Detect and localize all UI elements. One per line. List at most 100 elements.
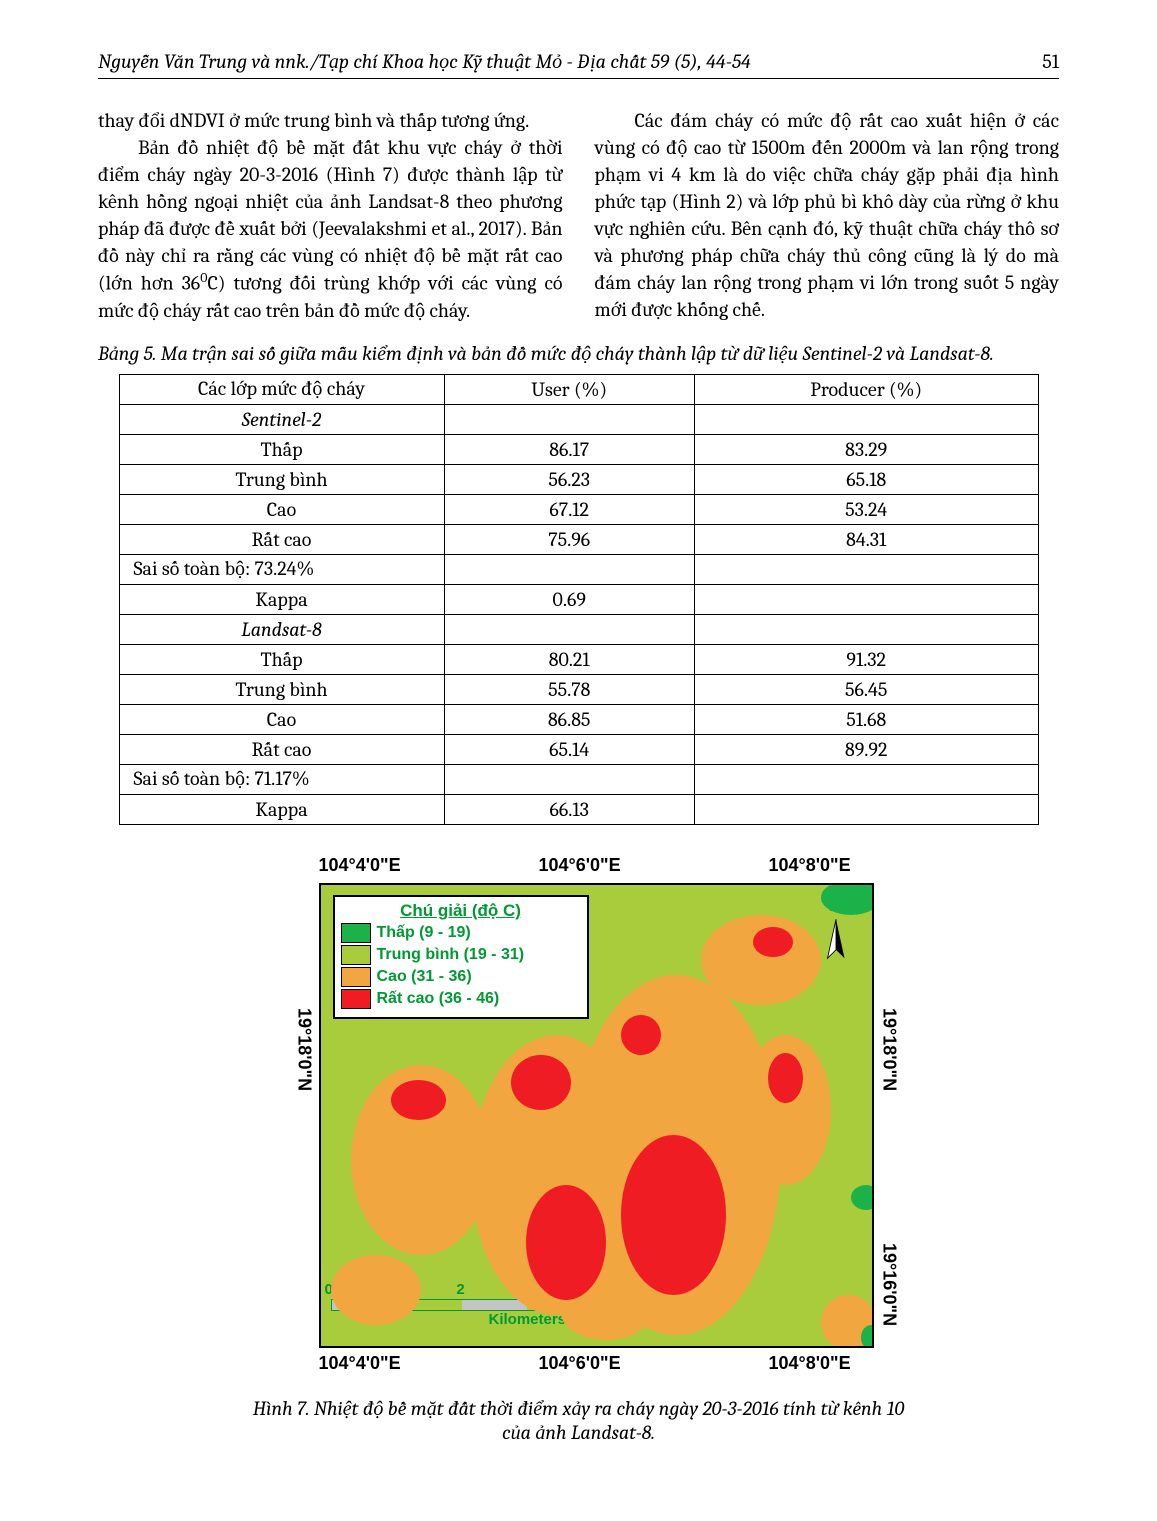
axis-top-0: 104°4'0"E bbox=[319, 855, 401, 876]
legend-row: Trung bình (19 - 31) bbox=[341, 945, 581, 965]
axis-bot-0: 104°4'0"E bbox=[319, 1353, 401, 1374]
table-row: Thấp80.2191.32 bbox=[119, 644, 1038, 674]
table-cell bbox=[694, 764, 1038, 794]
axis-top-1: 104°6'0"E bbox=[539, 855, 621, 876]
table-row: Cao67.1253.24 bbox=[119, 494, 1038, 524]
axis-left-top: 19°18'0"N bbox=[294, 1008, 315, 1091]
table-cell: Thấp bbox=[119, 434, 444, 464]
table-cell: 65.14 bbox=[444, 734, 694, 764]
table-cell: Rất cao bbox=[119, 524, 444, 554]
table-cell: 51.68 bbox=[694, 704, 1038, 734]
right-p1: Các đám cháy có mức độ rất cao xuất hiện… bbox=[595, 107, 1060, 323]
map-region bbox=[621, 1135, 726, 1295]
table-cell: 56.23 bbox=[444, 464, 694, 494]
table-cell bbox=[694, 614, 1038, 644]
left-column: thay đổi dNDVI ở mức trung bình và thấp … bbox=[98, 107, 563, 324]
legend-swatch bbox=[341, 967, 371, 987]
legend-swatch bbox=[341, 945, 371, 965]
axis-right-top: 19°18'0"N bbox=[879, 1008, 900, 1091]
north-arrow-icon bbox=[819, 916, 853, 970]
table-cell: Sentinel-2 bbox=[119, 404, 444, 434]
legend-label: Cao (31 - 36) bbox=[377, 968, 472, 986]
table-cell: Sai số toàn bộ: 73.24% bbox=[119, 554, 444, 584]
map-region bbox=[768, 1053, 803, 1103]
table-cell: Landsat-8 bbox=[119, 614, 444, 644]
legend-title: Chú giải (độ C) bbox=[341, 901, 581, 921]
legend-label: Trung bình (19 - 31) bbox=[377, 946, 525, 964]
running-title: Nguyễn Văn Trung và nnk./Tạp chí Khoa họ… bbox=[98, 50, 751, 74]
scalebar-number: 2 bbox=[456, 1281, 464, 1298]
table-row: Rất cao75.9684.31 bbox=[119, 524, 1038, 554]
axis-right-bot: 19°16'0"N bbox=[879, 1243, 900, 1326]
axis-bot-2: 104°8'0"E bbox=[769, 1353, 851, 1374]
table5-header-0: Các lớp mức độ cháy bbox=[119, 374, 444, 404]
table-cell: Kappa bbox=[119, 794, 444, 824]
table-cell: 83.29 bbox=[694, 434, 1038, 464]
table-row: Trung bình55.7856.45 bbox=[119, 674, 1038, 704]
table-cell: 67.12 bbox=[444, 494, 694, 524]
left-p1: thay đổi dNDVI ở mức trung bình và thấp … bbox=[98, 107, 563, 134]
table-cell: 86.17 bbox=[444, 434, 694, 464]
axis-bot-1: 104°6'0"E bbox=[539, 1353, 621, 1374]
figure7-caption: Hình 7. Nhiệt độ bề mặt đất thời điểm xả… bbox=[249, 1397, 909, 1445]
table-cell: Cao bbox=[119, 704, 444, 734]
table-cell bbox=[444, 404, 694, 434]
table-row: Landsat-8 bbox=[119, 614, 1038, 644]
legend-label: Rất cao (36 - 46) bbox=[377, 990, 500, 1008]
table-cell: Rất cao bbox=[119, 734, 444, 764]
page-number: 51 bbox=[1042, 50, 1059, 73]
map-region bbox=[753, 927, 793, 957]
figure7: 104°4'0"E 104°6'0"E 104°8'0"E 104°4'0"E … bbox=[249, 853, 909, 1445]
running-header: Nguyễn Văn Trung và nnk./Tạp chí Khoa họ… bbox=[98, 50, 1059, 79]
legend-row: Thấp (9 - 19) bbox=[341, 923, 581, 943]
table-row: Thấp86.1783.29 bbox=[119, 434, 1038, 464]
map-region bbox=[526, 1185, 606, 1300]
map-region bbox=[331, 1255, 421, 1325]
scalebar-segment bbox=[462, 1300, 527, 1310]
table-cell: 65.18 bbox=[694, 464, 1038, 494]
table-cell: Kappa bbox=[119, 584, 444, 614]
table-cell: 91.32 bbox=[694, 644, 1038, 674]
legend-row: Cao (31 - 36) bbox=[341, 967, 581, 987]
right-column: Các đám cháy có mức độ rất cao xuất hiện… bbox=[595, 107, 1060, 324]
table-row: Sai số toàn bộ: 71.17% bbox=[119, 764, 1038, 794]
map-region bbox=[851, 1185, 874, 1210]
table-cell: Thấp bbox=[119, 644, 444, 674]
legend-label: Thấp (9 - 19) bbox=[377, 924, 471, 942]
table-cell: 56.45 bbox=[694, 674, 1038, 704]
table-cell: 55.78 bbox=[444, 674, 694, 704]
table-row: Rất cao65.1489.92 bbox=[119, 734, 1038, 764]
table-row: Kappa0.69 bbox=[119, 584, 1038, 614]
table-cell: Cao bbox=[119, 494, 444, 524]
table-cell: 80.21 bbox=[444, 644, 694, 674]
table-cell bbox=[444, 764, 694, 794]
table-cell bbox=[694, 404, 1038, 434]
table-cell: 66.13 bbox=[444, 794, 694, 824]
legend-swatch bbox=[341, 989, 371, 1009]
table-cell bbox=[694, 554, 1038, 584]
table-cell: 89.92 bbox=[694, 734, 1038, 764]
table-row: Sentinel-2 bbox=[119, 404, 1038, 434]
table-cell: Trung bình bbox=[119, 464, 444, 494]
figure7-map: 104°4'0"E 104°6'0"E 104°8'0"E 104°4'0"E … bbox=[249, 853, 909, 1383]
map-region bbox=[621, 1015, 661, 1055]
table-row: Sai số toàn bộ: 73.24% bbox=[119, 554, 1038, 584]
map-legend: Chú giải (độ C) Thấp (9 - 19) Trung bình … bbox=[333, 895, 589, 1019]
table-cell bbox=[444, 614, 694, 644]
table-cell: 0.69 bbox=[444, 584, 694, 614]
table-cell: 84.31 bbox=[694, 524, 1038, 554]
table5-header-2: Producer (%) bbox=[694, 374, 1038, 404]
table5-caption: Bảng 5. Ma trận sai số giữa mẫu kiểm địn… bbox=[98, 342, 1059, 366]
table-row: Kappa66.13 bbox=[119, 794, 1038, 824]
map-region bbox=[511, 1055, 571, 1110]
left-p2: Bản đồ nhiệt độ bề mặt đất khu vực cháy … bbox=[98, 134, 563, 324]
table-cell bbox=[694, 584, 1038, 614]
table-cell bbox=[694, 794, 1038, 824]
axis-top-2: 104°8'0"E bbox=[769, 855, 851, 876]
legend-swatch bbox=[341, 923, 371, 943]
table5: Các lớp mức độ cháy User (%) Producer (%… bbox=[119, 374, 1039, 825]
table-cell: 86.85 bbox=[444, 704, 694, 734]
body-columns: thay đổi dNDVI ở mức trung bình và thấp … bbox=[98, 107, 1059, 324]
table-row: Cao86.8551.68 bbox=[119, 704, 1038, 734]
map-plot-area: Chú giải (độ C) Thấp (9 - 19) Trung bình … bbox=[319, 883, 874, 1348]
